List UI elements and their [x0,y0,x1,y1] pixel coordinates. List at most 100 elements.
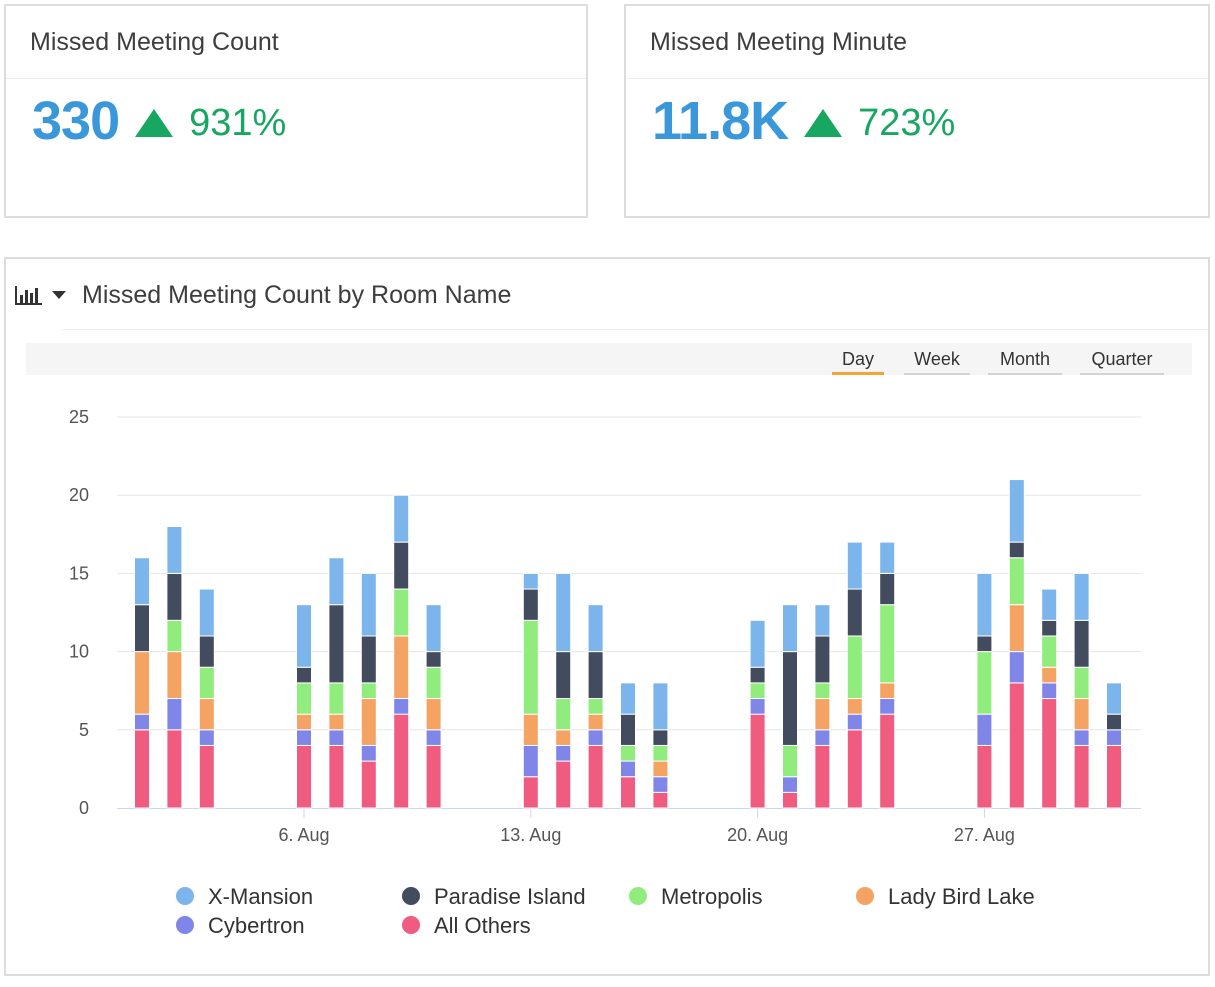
bar-segment [782,604,798,653]
bar-chart-icon[interactable] [14,284,44,306]
legend-item-label: X-Mansion [208,884,313,909]
bar-segment [1041,698,1058,809]
bar-segment [328,744,345,809]
period-button-day[interactable]: Day [832,349,884,375]
kpi-change: 931% [189,101,287,144]
period-button-quarter[interactable]: Quarter [1080,349,1164,375]
trend-up-icon [135,109,174,137]
bar-segment [652,744,669,762]
y-tick-label: 0 [79,798,89,818]
bar-segment [749,682,766,700]
bar-segment [587,604,604,653]
bar-segment [393,541,410,590]
bar-segment [555,744,572,762]
period-button-week[interactable]: Week [904,349,970,375]
bar-segment [1073,619,1090,668]
bar-segment [976,572,993,637]
bar-segment [166,525,183,574]
legend-item-label: Paradise Island [434,884,586,909]
bar-segment [134,713,150,731]
bar-segment [652,729,669,746]
bar-segment [814,682,831,700]
kpi-value-row: 330 931% [6,91,586,151]
bar-segment [652,776,669,793]
bar-segment [976,635,993,653]
x-tick-label: 27. Aug [954,825,1015,845]
caret-down-icon[interactable] [52,291,66,299]
bar-segment [555,729,572,746]
bar-segment [652,760,669,778]
bar-segment [1073,698,1090,731]
bar-segment [587,729,604,746]
bar-segment [749,698,766,715]
legend-item-label: Cybertron [208,913,305,938]
bar-segment [976,713,993,746]
kpi-title: Missed Meeting Minute [626,6,1208,79]
y-tick-label: 10 [69,642,89,662]
bar-segment [846,713,863,731]
bar-segment [522,713,539,746]
bar-segment [166,572,183,621]
y-tick-label: 20 [69,485,89,505]
bar-segment [198,729,215,746]
bar-segment [393,635,410,700]
bar-segment [1041,588,1058,621]
bar-segment [1008,682,1025,809]
bar-segment [879,698,896,715]
bar-segment [134,651,150,715]
bar-segment [425,666,442,700]
bar-segment [393,698,410,715]
legend-item-label: Lady Bird Lake [888,884,1035,909]
bar-segment [1106,729,1122,746]
bar-segment [166,651,183,700]
bar-segment [328,604,345,684]
bar-segment [522,744,539,778]
bar-segment [587,698,604,715]
bar-segment [976,651,993,715]
bar-segment [425,744,442,809]
x-tick-label: 13. Aug [500,825,561,845]
bar-segment [555,760,572,809]
panel-divider [62,329,1208,330]
legend-marker [856,887,874,905]
bar-segment [1008,651,1025,684]
bar-segment [879,604,896,684]
bar-segment [1041,666,1058,684]
period-button-month[interactable]: Month [988,349,1062,375]
bar-segment [846,635,863,700]
bar-segment [620,760,636,778]
bar-segment [652,682,669,731]
bar-segment [134,604,150,653]
bar-segment [328,713,345,731]
bar-segment [393,713,410,809]
bar-segment [296,682,312,715]
bar-segment [522,572,539,590]
bar-segment [360,572,377,637]
trend-up-icon [804,109,843,137]
x-tick-label: 6. Aug [278,825,329,845]
kpi-card-missed-meeting-minute: Missed Meeting Minute 11.8K 723% [624,4,1210,218]
panel-header: Missed Meeting Count by Room Name [14,275,511,315]
bar-segment [846,698,863,715]
bar-segment [1008,604,1025,653]
bar-segment [814,604,831,637]
bar-segment [814,744,831,809]
bar-segment [296,666,312,684]
bar-segment [393,588,410,637]
bar-segment [1106,713,1122,731]
y-tick-label: 25 [69,407,89,427]
kpi-title: Missed Meeting Count [6,6,586,79]
bar-segment [296,713,312,731]
bar-segment [198,635,215,668]
panel-title: Missed Meeting Count by Room Name [82,280,512,309]
bar-segment [360,635,377,684]
bar-segment [360,760,377,809]
bar-segment [393,494,410,543]
bar-segment [1073,666,1090,700]
kpi-value: 11.8K [652,91,789,151]
kpi-value: 330 [32,91,120,151]
period-toolbar: Day Week Month Quarter [26,343,1192,375]
bar-segment [328,729,345,746]
bar-segment [749,666,766,684]
